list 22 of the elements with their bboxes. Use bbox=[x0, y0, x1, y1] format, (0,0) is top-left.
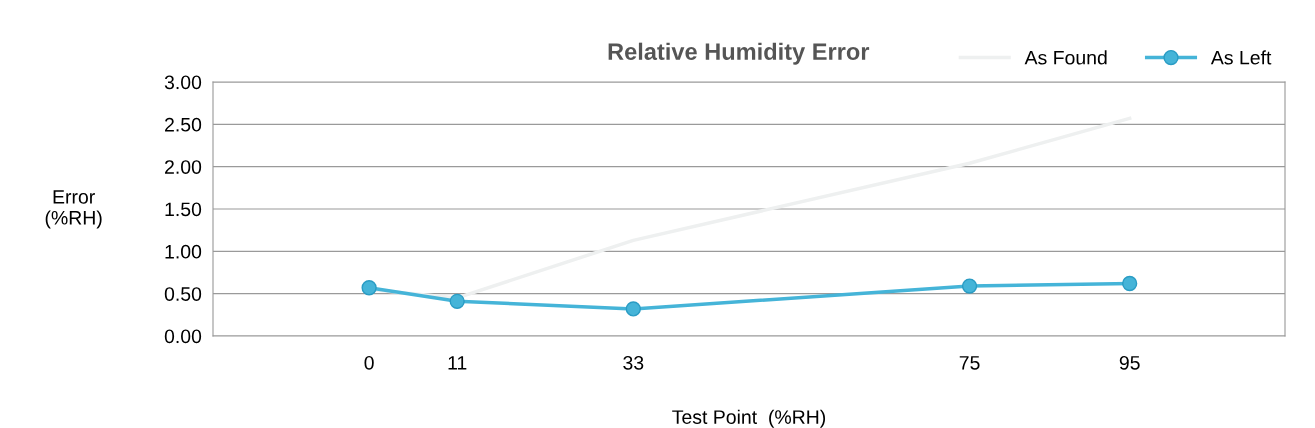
point bbox=[625, 301, 641, 317]
y-tick-label: 2.50 bbox=[165, 117, 202, 132]
legend-label: As Left bbox=[1210, 50, 1272, 65]
x-tick-label: 95 bbox=[1119, 355, 1140, 370]
x-axis-title: Test Point (%RH) bbox=[672, 409, 826, 428]
x-tick-label: 33 bbox=[623, 355, 644, 370]
legend-label: As Found bbox=[1024, 50, 1107, 65]
point bbox=[449, 293, 465, 309]
x-tick-label: 0 bbox=[364, 355, 374, 370]
x-tick-label: 11 bbox=[448, 356, 467, 370]
y-axis-title: Error (%RH) bbox=[45, 190, 102, 229]
chart-title: Relative Humidity Error bbox=[608, 42, 870, 65]
point bbox=[361, 280, 377, 296]
y-tick-label: 2.00 bbox=[165, 160, 202, 174]
point bbox=[961, 278, 978, 294]
y-tick-label: 0.50 bbox=[164, 287, 202, 301]
point bbox=[1122, 275, 1138, 292]
x-tick-label: 75 bbox=[959, 356, 980, 370]
y-tick-label: 3.00 bbox=[164, 75, 202, 90]
y-tick-label: 1.00 bbox=[165, 244, 202, 259]
y-tick-label: 0.00 bbox=[164, 329, 202, 344]
y-tick-label: 1.50 bbox=[165, 202, 202, 217]
